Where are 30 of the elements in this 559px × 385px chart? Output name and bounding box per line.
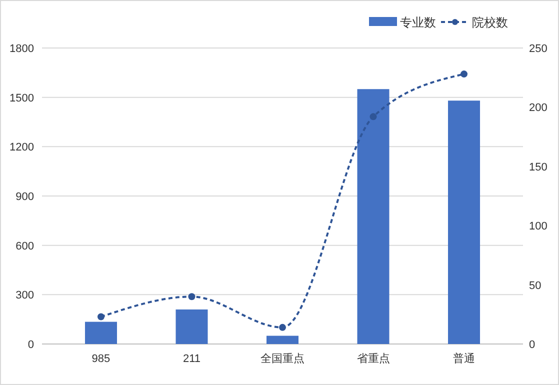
point [279, 324, 286, 331]
y-tick-label: 600 [16, 240, 34, 252]
x-tick-label: 211 [182, 353, 201, 365]
y2-tick-label: 50 [529, 280, 542, 292]
x-tick-label: 985 [92, 353, 110, 365]
y-tick-label: 0 [28, 339, 34, 351]
legend-label: 院校数 [472, 16, 508, 30]
x-tick-label: 省重点 [356, 352, 390, 365]
x-tick-label: 普通 [453, 352, 476, 365]
y2-tick-label: 200 [529, 102, 548, 114]
y-tick-label: 300 [16, 290, 34, 302]
bar [266, 336, 298, 344]
y2-tick-label: 100 [529, 220, 548, 233]
bar [357, 89, 390, 344]
bar [84, 322, 117, 344]
y2-tick-label: 250 [529, 43, 548, 55]
y-tick-label: 900 [16, 191, 34, 203]
point [188, 293, 196, 300]
point [370, 113, 377, 120]
x-tick-label: 全国重点 [260, 352, 304, 365]
point [460, 70, 468, 78]
point [97, 313, 104, 320]
bar [448, 100, 480, 344]
y2-tick-label: 0 [529, 339, 536, 351]
y-tick-label: 1800 [10, 43, 34, 55]
bar [176, 309, 208, 344]
y-tick-label: 1200 [10, 142, 34, 154]
y2-tick-label: 150 [529, 161, 548, 174]
legend-label: 专业数 [400, 16, 436, 30]
y-tick-label: 1500 [10, 92, 34, 104]
